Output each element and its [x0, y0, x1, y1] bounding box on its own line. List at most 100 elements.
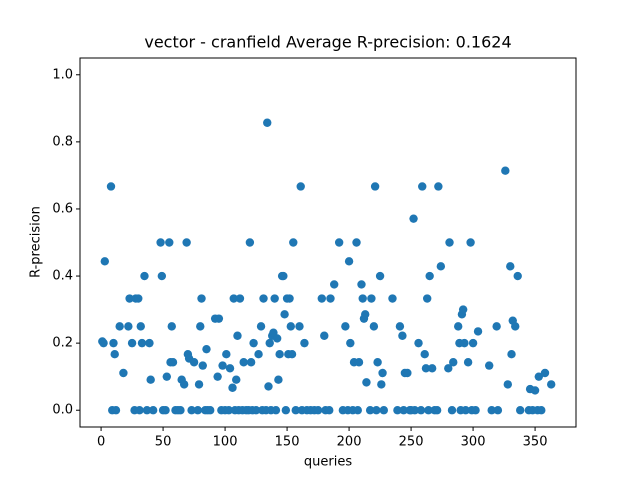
point [434, 182, 443, 191]
point [421, 364, 431, 373]
point [142, 406, 152, 415]
point [146, 375, 155, 384]
point [420, 350, 429, 359]
point [326, 294, 335, 303]
point [403, 368, 412, 378]
point [460, 338, 469, 348]
point [296, 182, 305, 191]
axes-frame [79, 57, 577, 428]
point [285, 294, 294, 303]
point [393, 406, 402, 415]
point [357, 280, 366, 289]
y-tick-label: 0.8 [52, 134, 73, 149]
point [466, 238, 475, 247]
point [167, 322, 176, 331]
point [229, 294, 238, 303]
point [176, 406, 185, 415]
point [432, 406, 442, 415]
point [373, 358, 382, 367]
point [506, 262, 515, 271]
x-tick-label: 200 [337, 435, 362, 450]
point [289, 238, 298, 247]
point [274, 375, 283, 384]
point [291, 406, 300, 415]
point [111, 406, 121, 415]
point [369, 322, 379, 331]
point [492, 322, 501, 331]
point [425, 271, 434, 281]
point [540, 368, 550, 378]
point [197, 294, 206, 303]
point [100, 257, 110, 266]
point [214, 314, 224, 323]
point [409, 214, 418, 223]
point [516, 406, 525, 415]
point [157, 271, 167, 281]
point [317, 294, 326, 303]
x-tick-label: 150 [275, 435, 300, 450]
point [414, 338, 423, 348]
point [265, 338, 274, 348]
point [228, 383, 237, 392]
point [313, 406, 323, 415]
point [378, 368, 387, 378]
x-tick-label: 300 [461, 435, 486, 450]
point [263, 118, 272, 127]
point [341, 322, 350, 331]
point [436, 262, 446, 271]
x-axis-label: queries [304, 455, 352, 470]
point [280, 310, 289, 319]
point [281, 406, 291, 415]
point [395, 322, 405, 331]
point [362, 378, 371, 387]
point [109, 338, 118, 348]
point [222, 350, 231, 359]
point [367, 294, 376, 303]
point [135, 406, 144, 415]
point [365, 406, 375, 415]
point [361, 310, 370, 319]
point [372, 406, 381, 415]
point [330, 280, 339, 289]
point [162, 372, 171, 381]
x-tick-label: 100 [213, 435, 238, 450]
point [423, 294, 432, 303]
point [245, 238, 255, 247]
point [275, 350, 284, 359]
point [503, 380, 512, 389]
point [206, 406, 215, 415]
point [487, 406, 496, 415]
point [399, 406, 408, 415]
point [119, 368, 128, 378]
point [534, 372, 543, 381]
point [194, 380, 204, 389]
point [379, 406, 388, 415]
point [485, 361, 494, 370]
point [473, 327, 483, 336]
x-tick-label: 0 [97, 435, 105, 450]
point [352, 238, 361, 247]
point [270, 294, 279, 303]
point [445, 238, 454, 247]
point [471, 406, 480, 415]
point [398, 331, 407, 340]
point [202, 344, 211, 354]
point [239, 358, 248, 367]
point [225, 364, 235, 373]
point [246, 358, 256, 367]
point [320, 331, 329, 340]
x-tick-label: 50 [155, 435, 172, 450]
point [286, 322, 295, 331]
point [189, 358, 199, 367]
y-tick-label: 1.0 [52, 67, 73, 82]
point [125, 294, 134, 303]
point [193, 406, 202, 415]
point [110, 350, 119, 359]
point [458, 305, 468, 314]
point [179, 380, 189, 389]
point [513, 271, 522, 281]
point [537, 406, 546, 415]
point [196, 322, 205, 331]
point [127, 338, 137, 348]
